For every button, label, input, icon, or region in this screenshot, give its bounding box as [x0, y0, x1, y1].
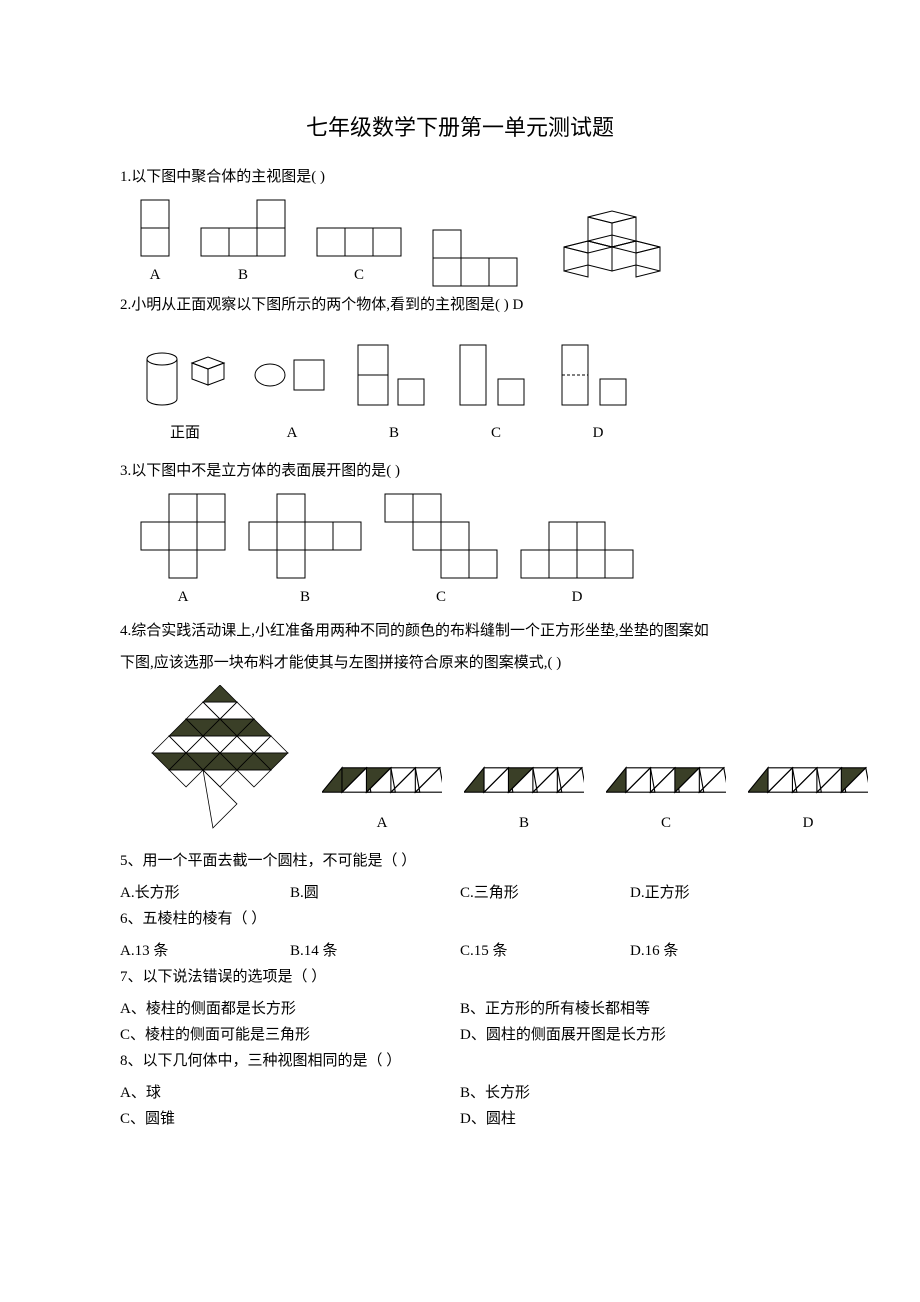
q2-label-c: C — [491, 421, 501, 445]
q6-opt-c: C.15 条 — [460, 939, 630, 963]
q1-fig-a: A — [140, 199, 170, 287]
q3-fig-a: A — [140, 493, 226, 609]
q4-main-svg — [140, 685, 300, 835]
q3-fig-d: D — [520, 521, 634, 609]
q8-opts-2: C、圆锥 D、圆柱 — [120, 1107, 800, 1131]
question-3: 3.以下图中不是立方体的表面展开图的是( ) — [120, 459, 800, 483]
question-6: 6、五棱柱的棱有（ ） — [120, 907, 800, 931]
q3-net-b-svg — [248, 493, 362, 579]
q6-opts: A.13 条 B.14 条 C.15 条 D.16 条 — [120, 939, 800, 963]
q6-opt-a: A.13 条 — [120, 939, 290, 963]
q3-label-d: D — [572, 585, 583, 609]
q2-objects-svg — [140, 345, 230, 415]
q2-objects: 正面 — [140, 345, 230, 445]
q3-figures: A B C D — [140, 493, 800, 609]
q4-main — [140, 685, 300, 835]
q5-opt-c: C.三角形 — [460, 881, 630, 905]
q2-label-a: A — [287, 421, 298, 445]
q3-fig-c: C — [384, 493, 498, 609]
page-title: 七年级数学下册第一单元测试题 — [120, 110, 800, 145]
q5-opt-a: A.长方形 — [120, 881, 290, 905]
q6-opt-b: B.14 条 — [290, 939, 460, 963]
q4-label-a: A — [377, 811, 388, 835]
q2-front-label: 正面 — [170, 421, 200, 445]
q1-label-b: B — [238, 263, 248, 287]
question-1: 1.以下图中聚合体的主视图是( ) — [120, 165, 800, 189]
q1-fig-iso-svg — [548, 207, 668, 287]
q1-fig-a-svg — [140, 199, 170, 257]
q4-label-d: D — [803, 811, 814, 835]
q2-fig-c-svg — [456, 341, 536, 415]
q8-opt-d: D、圆柱 — [460, 1107, 800, 1131]
q5-opt-d: D.正方形 — [630, 881, 800, 905]
q2-fig-c: C — [456, 341, 536, 445]
q2-label-d: D — [593, 421, 604, 445]
q2-fig-a-svg — [252, 345, 332, 391]
q2-fig-d-svg — [558, 341, 638, 415]
q1-fig-d-svg — [432, 229, 518, 287]
q4-figures: A B C D — [140, 685, 800, 835]
q3-label-c: C — [436, 585, 446, 609]
q1-fig-d — [432, 229, 518, 287]
q7-opts-2: C、棱柱的侧面可能是三角形 D、圆柱的侧面展开图是长方形 — [120, 1023, 800, 1047]
q8-opt-a: A、球 — [120, 1081, 460, 1105]
q2-figures: 正面 A B C D — [140, 341, 800, 445]
question-7: 7、以下说法错误的选项是（ ） — [120, 965, 800, 989]
q2-fig-b-svg — [354, 341, 434, 415]
q3-label-b: B — [300, 585, 310, 609]
q4-fig-c: C — [606, 755, 726, 835]
q4-opt-a-svg — [322, 755, 442, 805]
q4-label-c: C — [661, 811, 671, 835]
q1-fig-c: C — [316, 227, 402, 287]
q2-fig-a: A — [252, 345, 332, 445]
q1-fig-b-svg — [200, 199, 286, 257]
q7-opts-1: A、棱柱的侧面都是长方形 B、正方形的所有棱长都相等 — [120, 997, 800, 1021]
q5-opts: A.长方形 B.圆 C.三角形 D.正方形 — [120, 881, 800, 905]
q7-opt-b: B、正方形的所有棱长都相等 — [460, 997, 800, 1021]
q2-label-b: B — [389, 421, 399, 445]
q1-figures: A B C — [140, 199, 800, 287]
q7-opt-c: C、棱柱的侧面可能是三角形 — [120, 1023, 460, 1047]
question-5: 5、用一个平面去截一个圆柱，不可能是（ ） — [120, 849, 800, 873]
question-2: 2.小明从正面观察以下图所示的两个物体,看到的主视图是( ) D — [120, 293, 800, 317]
q1-label-a: A — [150, 263, 161, 287]
q3-label-a: A — [178, 585, 189, 609]
q1-label-c: C — [354, 263, 364, 287]
q3-net-a-svg — [140, 493, 226, 579]
q4-opt-b-svg — [464, 755, 584, 805]
q2-fig-b: B — [354, 341, 434, 445]
q4-fig-a: A — [322, 755, 442, 835]
q8-opt-b: B、长方形 — [460, 1081, 800, 1105]
q3-net-d-svg — [520, 521, 634, 579]
q2-fig-d: D — [558, 341, 638, 445]
q5-opt-b: B.圆 — [290, 881, 460, 905]
q8-opts-1: A、球 B、长方形 — [120, 1081, 800, 1105]
q3-net-c-svg — [384, 493, 498, 579]
q7-opt-d: D、圆柱的侧面展开图是长方形 — [460, 1023, 800, 1047]
q1-fig-b: B — [200, 199, 286, 287]
q4-fig-d: D — [748, 755, 868, 835]
question-4-line1: 4.综合实践活动课上,小红准备用两种不同的颜色的布料缝制一个正方形坐垫,坐垫的图… — [120, 619, 800, 643]
q8-opt-c: C、圆锥 — [120, 1107, 460, 1131]
q6-opt-d: D.16 条 — [630, 939, 800, 963]
q3-fig-b: B — [248, 493, 362, 609]
q4-opt-c-svg — [606, 755, 726, 805]
q1-fig-iso — [548, 207, 668, 287]
question-4-line2: 下图,应该选那一块布料才能使其与左图拼接符合原来的图案模式,( ) — [120, 651, 800, 675]
q1-fig-c-svg — [316, 227, 402, 257]
q4-fig-b: B — [464, 755, 584, 835]
q7-opt-a: A、棱柱的侧面都是长方形 — [120, 997, 460, 1021]
q4-label-b: B — [519, 811, 529, 835]
question-8: 8、以下几何体中，三种视图相同的是（ ） — [120, 1049, 800, 1073]
q4-opt-d-svg — [748, 755, 868, 805]
